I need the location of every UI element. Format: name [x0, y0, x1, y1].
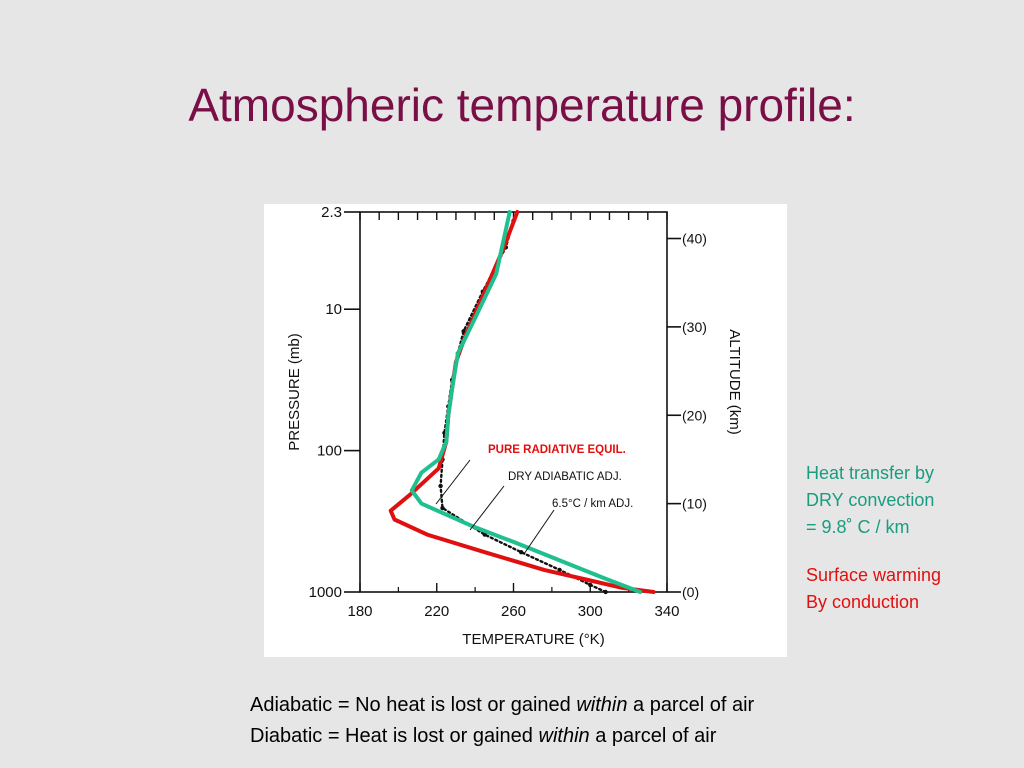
chart-axes	[344, 211, 681, 593]
leader-line	[523, 509, 555, 555]
definition-text: Adiabatic = No heat is lost or gained	[250, 694, 577, 716]
chart-labels: 180 220 260 300 340 2.3 10 100 1000 (40) (30) (20) (…	[286, 204, 743, 648]
chart-series	[388, 210, 656, 595]
pressure-tick-label: 1000	[309, 584, 342, 601]
data-point	[518, 550, 524, 555]
altitude-tick-label: (20)	[682, 407, 707, 423]
data-point	[440, 505, 445, 511]
conduction-note-line: By conduction	[806, 592, 920, 612]
chart-canvas: 180 220 260 300 340 2.3 10 100 1000 (40) (30) (20) (…	[264, 204, 787, 657]
y-axis-title: PRESSURE (mb)	[286, 333, 303, 451]
definition-emphasis: within	[576, 694, 628, 716]
data-point	[461, 329, 466, 334]
leader-line	[469, 485, 505, 531]
convection-note-line: = 9.8˚ C / km	[806, 517, 910, 537]
definition-text: a parcel of air	[589, 725, 717, 747]
data-point	[557, 567, 562, 573]
slide-title: Atmospheric temperature profile:	[188, 79, 856, 131]
y2-axis-title: ALTITUDE (km)	[726, 329, 743, 435]
definitions: Adiabatic = No heat is lost or gained wi…	[250, 690, 950, 752]
altitude-tick-label: (30)	[682, 319, 707, 335]
data-point	[603, 589, 608, 595]
temperature-profile-chart: 180 220 260 300 340 2.3 10 100 1000 (40) (30) (20) (…	[264, 204, 787, 657]
x-tick-label: 340	[654, 603, 679, 620]
altitude-tick-label: (10)	[682, 496, 707, 512]
conduction-note-line: Surface warming	[806, 565, 942, 585]
x-axis-title: TEMPERATURE (°K)	[462, 631, 604, 648]
x-tick-label: 180	[347, 603, 372, 620]
definition-text: a parcel of air	[627, 694, 755, 716]
annotation-lapse-rate: 6.5°C / km ADJ.	[552, 498, 633, 510]
data-point	[438, 483, 443, 489]
x-tick-label: 300	[578, 603, 603, 620]
pressure-tick-label: 100	[317, 443, 342, 460]
chart-background	[264, 204, 787, 657]
data-point	[588, 582, 593, 588]
pressure-tick-label: 2.3	[321, 204, 342, 221]
definition-emphasis: within	[538, 725, 590, 747]
annotation-dry-adiabatic: DRY ADIABATIC ADJ.	[508, 471, 622, 483]
altitude-tick-label: (40)	[682, 231, 707, 247]
series-line	[409, 210, 643, 594]
adiabatic-definition: Adiabatic = No heat is lost or gained wi…	[250, 690, 950, 721]
conduction-note: Surface warming By conduction	[806, 562, 1016, 616]
diabatic-definition: Diabatic = Heat is lost or gained within…	[250, 721, 950, 752]
convection-note: Heat transfer by DRY convection = 9.8˚ C…	[806, 460, 1016, 541]
x-tick-label: 220	[424, 603, 449, 620]
definition-text: Diabatic = Heat is lost or gained	[250, 725, 539, 747]
annotation-radiative: PURE RADIATIVE EQUIL.	[488, 444, 626, 456]
leader-line	[435, 459, 471, 505]
data-point	[482, 532, 487, 537]
pressure-tick-label: 10	[325, 301, 342, 318]
x-tick-label: 260	[501, 603, 526, 620]
convection-note-line: DRY convection	[806, 490, 935, 510]
altitude-tick-label: (0)	[682, 584, 699, 600]
convection-note-line: Heat transfer by	[806, 463, 935, 483]
